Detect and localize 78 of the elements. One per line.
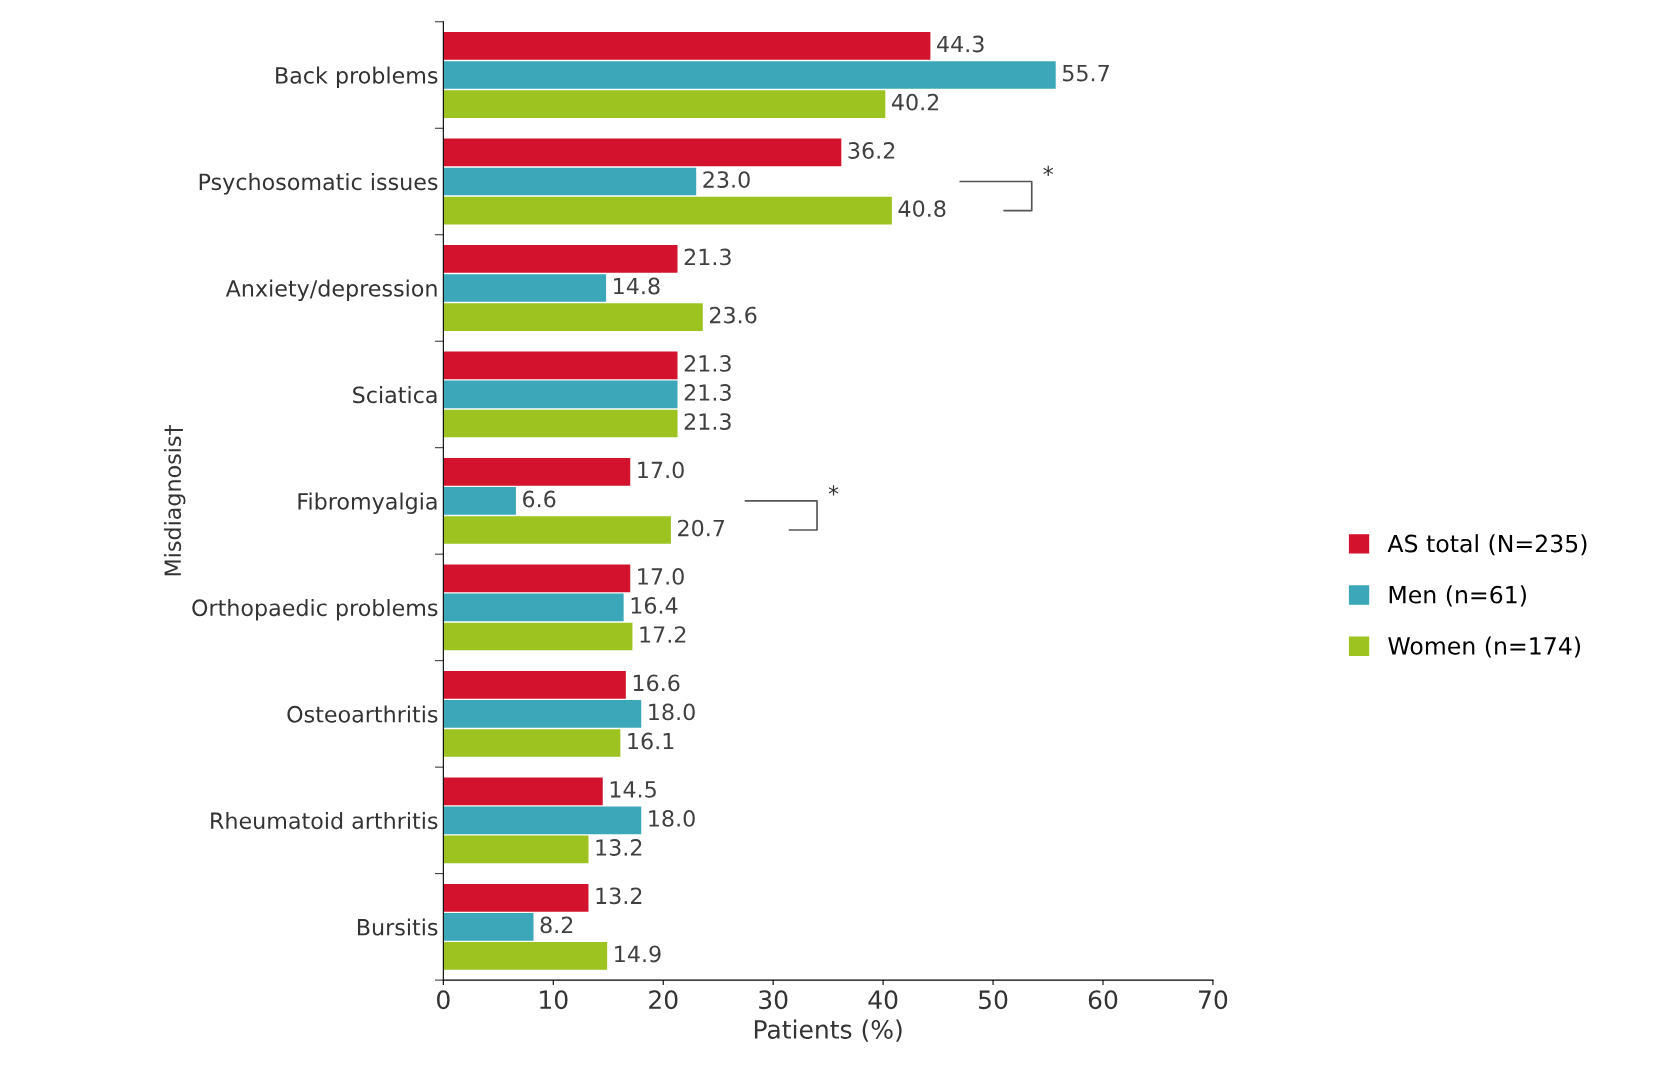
x-tick-label: 60 (1088, 990, 1118, 1010)
data-label: 17.0 (638, 461, 684, 479)
bar (443, 913, 534, 941)
bar (443, 138, 842, 167)
data-label: 23.0 (703, 171, 750, 188)
bar (443, 487, 516, 515)
bar (443, 32, 931, 60)
y-tick-label: Sciatica (353, 386, 437, 404)
data-label: 21.3 (684, 384, 731, 401)
data-label: 16.1 (628, 732, 674, 750)
x-tick-label: 50 (979, 990, 1008, 1010)
data-label: 14.9 (615, 945, 661, 963)
x-tick-label: 10 (540, 990, 568, 1010)
bar (443, 303, 703, 331)
bar (443, 883, 589, 912)
x-tick-label: 30 (759, 990, 788, 1010)
x-axis-title: Patients (%) (754, 1019, 902, 1042)
bar (443, 458, 631, 486)
annotation: * (1043, 165, 1054, 176)
data-label: 6.6 (523, 490, 556, 508)
data-label: 21.3 (684, 248, 731, 266)
bar (443, 90, 886, 118)
bar (443, 409, 678, 438)
bar (443, 516, 671, 544)
y-tick-label: Back problems (276, 66, 438, 89)
data-label: 40.2 (891, 93, 939, 111)
bar (443, 61, 1056, 89)
data-label: 23.6 (709, 306, 757, 324)
bar (443, 670, 626, 699)
data-label: 36.2 (848, 142, 895, 159)
data-label: 17.2 (640, 626, 686, 643)
data-label: 20.7 (678, 519, 725, 537)
x-tick-label: 0 (437, 990, 450, 1010)
x-tick-label: 70 (1199, 990, 1228, 1010)
legend-label: AS total (N=235) (1387, 534, 1587, 556)
bar (443, 593, 624, 622)
bar (443, 196, 892, 225)
data-label: 13.2 (596, 839, 642, 856)
y-axis-title: Misdiagnosis† (163, 425, 186, 576)
y-tick-label: Fibromyalgia (298, 492, 437, 514)
y-tick-label: Orthopaedic problems (192, 598, 438, 621)
data-label: 18.0 (649, 703, 695, 721)
bar (443, 564, 631, 593)
data-label: 16.4 (631, 597, 678, 614)
bar (443, 245, 678, 273)
data-label: 16.6 (633, 674, 680, 692)
bar (443, 835, 589, 864)
y-tick-label: Osteoarthritis (287, 705, 438, 723)
y-tick-label: Bursitis (357, 918, 438, 936)
data-label: 13.2 (596, 887, 642, 905)
bar (443, 622, 633, 651)
bar (443, 274, 607, 302)
data-label: 40.8 (898, 200, 946, 218)
y-tick-label: Psychosomatic issues (199, 173, 438, 195)
data-label: 21.3 (684, 355, 731, 372)
data-label: 55.7 (1062, 64, 1109, 82)
bar (443, 700, 642, 728)
bar (443, 380, 678, 409)
bar (443, 777, 603, 806)
legend-label: Women (n=174) (1388, 636, 1580, 658)
x-tick-label: 40 (868, 990, 898, 1010)
bar (443, 167, 697, 196)
data-label: 44.3 (937, 35, 984, 53)
x-tick-label: 20 (649, 990, 678, 1010)
bar (443, 351, 678, 380)
data-label: 8.2 (540, 916, 573, 934)
y-tick-label: Rheumatoid arthritis (211, 811, 438, 830)
bar (443, 942, 608, 970)
legend-label: Men (n=61) (1389, 585, 1526, 607)
data-label: 17.0 (638, 567, 684, 585)
data-label: 14.5 (610, 781, 656, 798)
y-tick-label: Anxiety/depression (225, 279, 437, 302)
bar (443, 729, 621, 757)
data-label: 18.0 (649, 810, 695, 827)
annotation: * (828, 485, 839, 496)
bar (443, 806, 642, 835)
data-label: 14.8 (614, 277, 660, 295)
data-label: 21.3 (684, 413, 731, 430)
